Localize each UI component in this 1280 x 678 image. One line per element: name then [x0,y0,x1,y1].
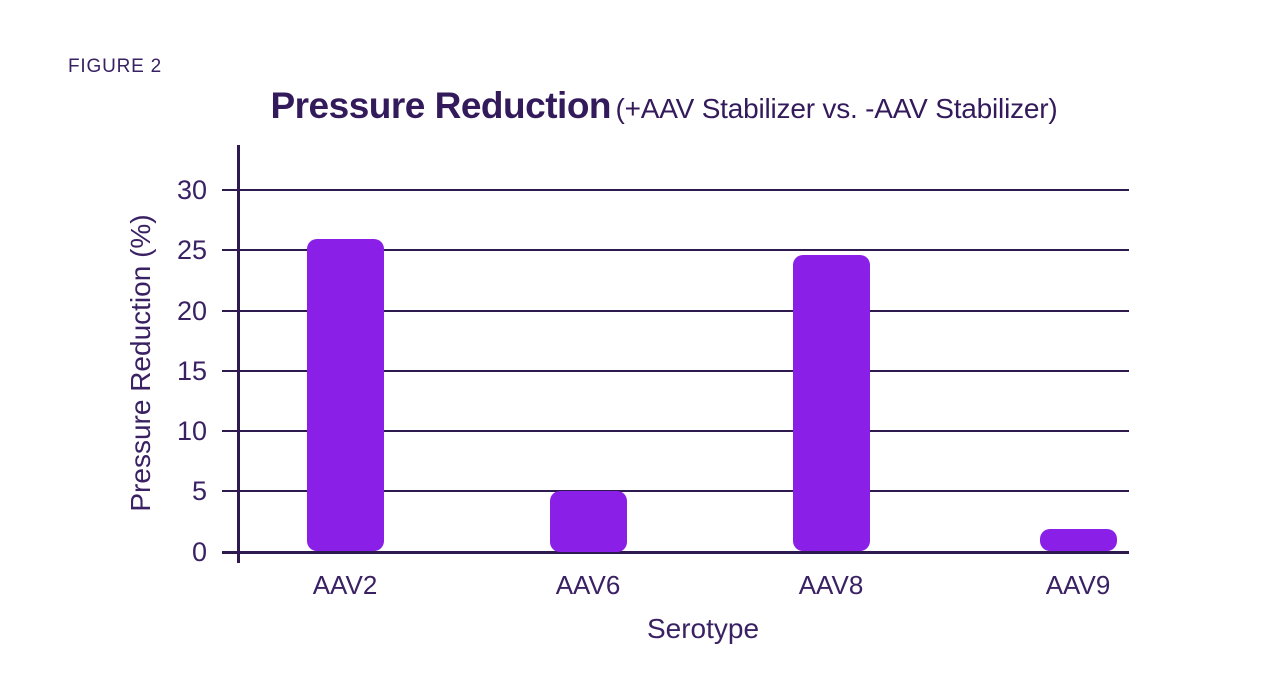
y-tick-label-5: 5 [191,476,207,507]
y-tick-label-30: 30 [176,175,207,205]
y-tick-label-20: 20 [176,295,207,326]
bar-aav9 [1039,528,1117,552]
gridline-5 [222,490,1129,493]
chart-title-main: Pressure Reduction [270,85,612,126]
gridline-15 [222,369,1129,372]
bar-aav8 [792,255,870,552]
chart-title: Pressure Reduction (+AAV Stabilizer vs. … [48,84,1280,136]
bar-aav2 [306,239,384,552]
chart-title-paren-text: (+AAV Stabilizer vs. -AAV Stabilizer) [615,93,1058,124]
x-tick-label-aav2: AAV2 [312,570,378,600]
y-tick-label-15: 15 [176,355,207,386]
y-tick-label-25: 25 [176,235,207,266]
gridline-30 [222,189,1129,191]
gridline-20 [222,309,1129,312]
x-tick-label-aav8: AAV8 [798,570,864,600]
figure-label: FIGURE 2 [68,56,163,77]
x-axis-title: Serotype [646,613,760,644]
x-tick-label-aav9: AAV9 [1045,570,1111,600]
x-tick-label-aav6: AAV6 [555,570,621,600]
gridline-10 [222,430,1129,432]
chart-title-paren: (+AAV Stabilizer vs. -AAV Stabilizer) [615,93,1057,124]
bar-aav6 [549,491,627,552]
y-tick-label-0: 0 [191,536,207,567]
gridline-0 [222,550,1129,554]
y-tick-label-10: 10 [176,416,207,446]
y-axis-line [237,145,240,563]
gridline-25 [222,249,1129,252]
